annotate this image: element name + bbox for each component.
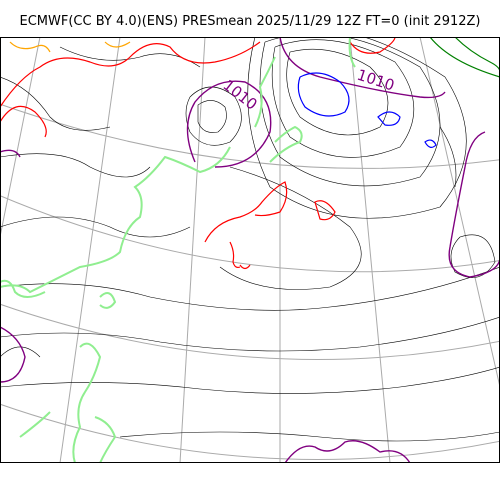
map-svg: 1010 1010 (0, 37, 500, 463)
isobar-1010-west (0, 149, 21, 158)
isobar (119, 431, 500, 442)
isobar-1010 (0, 37, 500, 463)
high-1020-coast (0, 105, 47, 138)
isobar (0, 366, 500, 394)
high-1024b (104, 41, 131, 48)
isobar-1020 (0, 37, 396, 270)
isobar (0, 266, 500, 311)
meridian (349, 37, 391, 463)
isobar (271, 39, 415, 158)
high-1020-small (239, 264, 251, 270)
high-1020-west (0, 41, 261, 108)
low-996 (454, 37, 500, 73)
coastline-south2 (19, 411, 51, 438)
isobar (0, 316, 500, 352)
coastline-south3 (94, 416, 117, 463)
coastline-japan2 (254, 56, 276, 128)
parallel (0, 195, 500, 273)
isobar (450, 234, 496, 278)
low-1000-east2 (424, 139, 437, 148)
high-1020-japan2 (229, 241, 241, 269)
isobar (259, 37, 441, 187)
isobar (0, 216, 191, 238)
meridian (0, 37, 41, 240)
parallel (0, 403, 500, 460)
isobar (219, 166, 362, 290)
isobar (0, 346, 41, 358)
isobar (197, 100, 227, 133)
parallel (0, 303, 500, 360)
isobar-1024 (9, 41, 131, 53)
coastline-sakhalin (348, 37, 356, 68)
isobar-1010-south (284, 440, 411, 463)
coastline-korea (0, 279, 46, 298)
high-1020-east (314, 200, 336, 221)
isobar (185, 86, 242, 146)
isobar-1000 (297, 72, 437, 148)
coastline-china (99, 292, 117, 309)
chart-title: ECMWF(CC BY 4.0)(ENS) PRESmean 2025/11/2… (19, 14, 481, 29)
isobar-996 (429, 37, 500, 78)
coastlines (0, 37, 356, 463)
high-1020-japan (204, 181, 288, 243)
isobar-1010-north (186, 80, 272, 168)
isobar-1010-southwest (0, 326, 26, 383)
coastline-asia (0, 146, 231, 294)
graticule (0, 37, 500, 463)
isobar (439, 126, 457, 188)
parallel (0, 103, 500, 169)
coastline-japan (269, 125, 303, 163)
pressure-map: 1010 1010 (0, 37, 500, 463)
isobar-1010-east2 (448, 131, 500, 278)
meridian (419, 37, 500, 388)
low-1000-east (377, 111, 401, 126)
high-1024 (9, 41, 51, 53)
low-1000-main (297, 72, 350, 117)
meridian (179, 37, 206, 463)
high-1020-north (349, 37, 396, 54)
isobar (247, 37, 467, 219)
meridian (59, 37, 121, 463)
coastline-south (72, 342, 102, 463)
low-996b (429, 37, 500, 78)
isobar (0, 153, 151, 178)
isobar-1010-east (279, 37, 446, 99)
isobar (286, 48, 389, 136)
